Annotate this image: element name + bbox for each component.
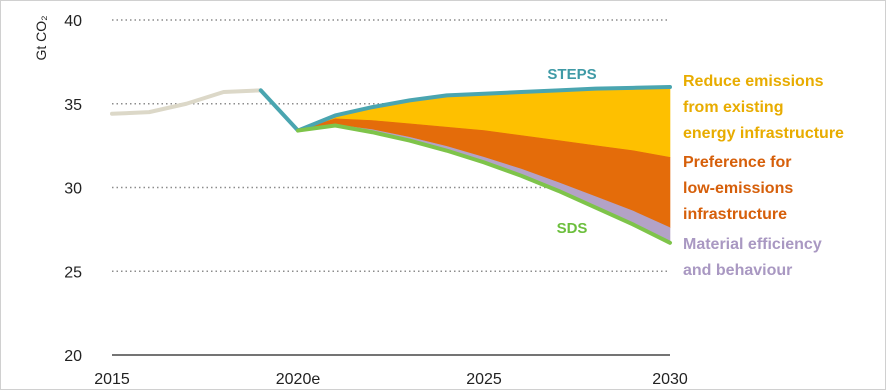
x-tick-label: 2025 bbox=[466, 371, 502, 388]
y-tick-label: 30 bbox=[64, 181, 82, 198]
legend-label: from existing bbox=[683, 99, 783, 116]
legend-label: Material efficiency bbox=[683, 236, 822, 253]
series-lines bbox=[110, 85, 672, 245]
series-line-steps bbox=[258, 85, 672, 133]
y-tick-label: 35 bbox=[64, 97, 82, 114]
series-label-sds: SDS bbox=[557, 220, 588, 237]
x-tick-label: 2030 bbox=[652, 371, 688, 388]
legend-label: low-emissions bbox=[683, 180, 793, 197]
legend-label: infrastructure bbox=[683, 206, 787, 223]
legend-label: Reduce emissions bbox=[683, 73, 824, 90]
series-label-steps: STEPS bbox=[547, 66, 596, 83]
series-line-sds bbox=[296, 123, 672, 245]
y-axis-title: Gt CO₂ bbox=[33, 15, 49, 60]
y-tick-label: 40 bbox=[64, 13, 82, 30]
series-line-historical bbox=[110, 88, 263, 116]
legend-label: and behaviour bbox=[683, 262, 792, 279]
y-tick-label: 25 bbox=[64, 264, 82, 281]
x-tick-label: 2020e bbox=[276, 371, 321, 388]
legend-label: Preference for bbox=[683, 154, 792, 171]
y-tick-label: 20 bbox=[64, 348, 82, 365]
x-tick-label: 2015 bbox=[94, 371, 130, 388]
legend-label: energy infrastructure bbox=[683, 125, 844, 142]
labels: STEPS SDS Reduce emissions from existing ene… bbox=[547, 66, 844, 279]
